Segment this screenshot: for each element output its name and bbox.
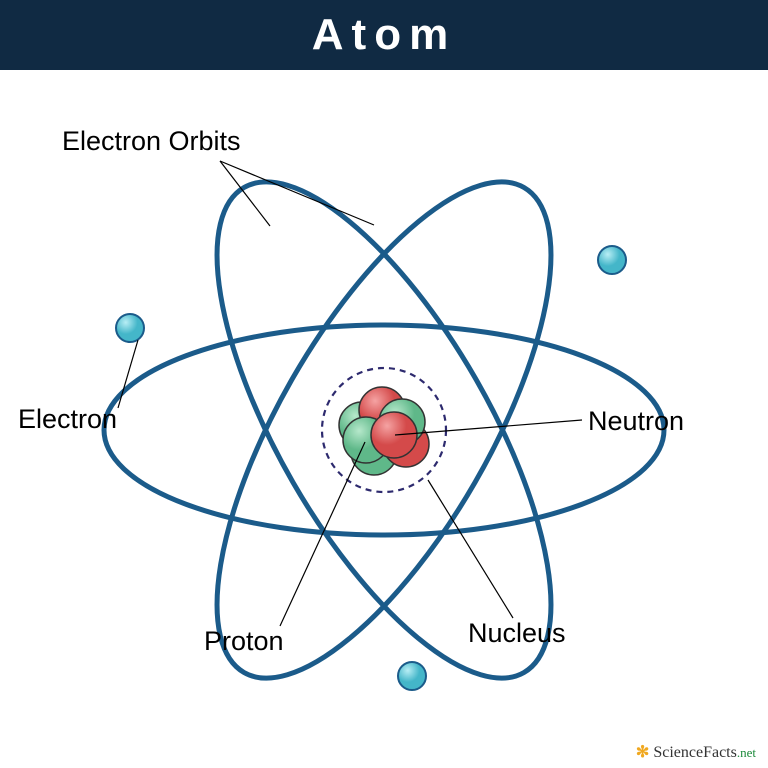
page-title: Atom — [312, 10, 456, 59]
label-nucleus: Nucleus — [468, 618, 566, 649]
watermark-suffix: .net — [737, 745, 756, 760]
label-electron-orbits: Electron Orbits — [62, 126, 241, 157]
watermark-main: ScienceFacts — [653, 744, 737, 761]
watermark: ✻ ScienceFacts.net — [636, 742, 756, 762]
atom-icon: ✻ — [636, 744, 649, 761]
diagram-area: Electron Orbits Electron Neutron Nucleus… — [0, 70, 768, 768]
label-proton: Proton — [204, 626, 284, 657]
label-electron: Electron — [18, 404, 117, 435]
label-neutron: Neutron — [588, 406, 684, 437]
header: Atom — [0, 0, 768, 70]
